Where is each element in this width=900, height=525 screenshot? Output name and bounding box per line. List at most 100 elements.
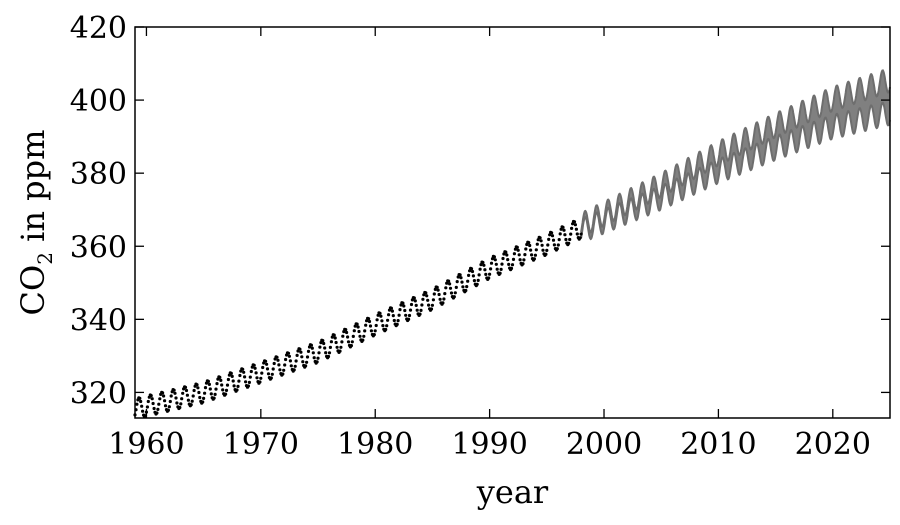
- observed-point: [207, 382, 211, 386]
- observed-point: [471, 274, 475, 278]
- observed-point: [484, 272, 488, 276]
- x-tick-label: 2010: [680, 427, 756, 462]
- observed-point: [441, 301, 445, 305]
- observed-point: [309, 343, 313, 347]
- y-tick-label: 420: [70, 11, 127, 46]
- forecast-upper-line: [580, 69, 891, 234]
- observed-point: [214, 387, 218, 391]
- observed-point: [380, 319, 384, 323]
- observed-point: [333, 336, 337, 340]
- observed-point: [551, 238, 556, 242]
- observed-point: [265, 367, 270, 371]
- observed-point: [149, 394, 153, 398]
- observed-point: [512, 252, 517, 256]
- observed-point: [289, 364, 293, 368]
- observed-point: [532, 257, 537, 261]
- observed-point: [363, 329, 367, 333]
- observed-point: [247, 380, 251, 384]
- observed-point: [269, 376, 273, 380]
- observed-point: [172, 388, 176, 392]
- observed-point: [299, 350, 303, 354]
- x-axis: 1960 1970 1980 1990 2000 2010 2020: [108, 27, 871, 462]
- observed-point: [419, 308, 423, 312]
- observed-point: [426, 298, 430, 302]
- observed-point: [243, 375, 247, 379]
- observed-point: [488, 272, 492, 276]
- observed-point: [191, 394, 195, 398]
- observed-point: [141, 409, 145, 413]
- observed-point: [470, 269, 475, 274]
- observed-point: [515, 245, 519, 249]
- observed-point: [445, 281, 449, 285]
- observed-point: [189, 403, 193, 407]
- observed-point: [524, 247, 528, 251]
- observed-point: [175, 401, 179, 405]
- observed-point: [409, 302, 414, 307]
- observed-point: [465, 285, 469, 289]
- observed-point: [501, 256, 505, 261]
- observed-point: [155, 411, 159, 415]
- y-axis-label: CO2 in ppm: [14, 130, 57, 316]
- observed-point: [415, 308, 419, 312]
- x-tick-label: 1970: [223, 427, 299, 462]
- observed-point: [390, 309, 394, 313]
- observed-point: [283, 363, 287, 367]
- observed-point: [523, 253, 527, 257]
- observed-point: [550, 234, 555, 238]
- observed-point: [389, 306, 393, 310]
- observed-point: [258, 380, 262, 384]
- observed-point: [334, 340, 338, 345]
- observed-point: [483, 268, 487, 272]
- observed-point: [163, 404, 168, 408]
- observed-point: [381, 324, 385, 328]
- observed-point: [455, 280, 459, 284]
- observed-point: [482, 263, 486, 267]
- observed-point: [345, 330, 349, 335]
- y-axis-label-main: CO: [14, 265, 52, 316]
- observed-point: [398, 308, 402, 312]
- observed-point: [179, 402, 183, 406]
- observed-point: [555, 247, 559, 251]
- observed-point: [326, 354, 331, 359]
- observed-point: [158, 397, 162, 401]
- observed-point: [305, 355, 310, 359]
- observed-point: [173, 391, 177, 395]
- y-tick-label: 360: [70, 230, 127, 265]
- observed-point: [266, 372, 271, 376]
- observed-point: [379, 314, 383, 318]
- observed-point: [529, 248, 533, 252]
- observed-point: [540, 243, 544, 247]
- observed-point: [432, 292, 436, 296]
- y-tick-label: 340: [70, 303, 127, 338]
- observed-point: [385, 324, 389, 328]
- observed-point: [242, 370, 246, 374]
- x-axis-label: year: [476, 473, 549, 511]
- y-tick-label: 400: [70, 84, 127, 119]
- observed-point: [221, 388, 225, 392]
- observed-point: [544, 252, 548, 256]
- observed-point: [418, 312, 422, 316]
- observed-point: [146, 399, 150, 404]
- observed-point: [510, 263, 515, 267]
- observed-point: [305, 360, 309, 364]
- observed-point: [478, 267, 482, 271]
- observed-point: [184, 388, 189, 393]
- observed-point: [504, 250, 508, 254]
- observed-point: [408, 308, 413, 312]
- observed-point: [253, 366, 257, 370]
- observed-point: [225, 383, 230, 387]
- observed-point: [547, 237, 551, 241]
- observed-point: [391, 314, 395, 318]
- observed-point: [461, 285, 465, 289]
- y-tick-label: 380: [70, 157, 127, 192]
- observed-point: [522, 258, 526, 262]
- observed-point: [327, 351, 332, 355]
- observed-point: [237, 379, 241, 383]
- observed-point: [344, 328, 348, 332]
- observed-point: [286, 351, 291, 355]
- observed-point: [352, 329, 356, 333]
- observed-point: [563, 233, 567, 237]
- observed-point: [252, 363, 256, 367]
- observed-point: [152, 406, 156, 411]
- observed-point: [414, 303, 418, 307]
